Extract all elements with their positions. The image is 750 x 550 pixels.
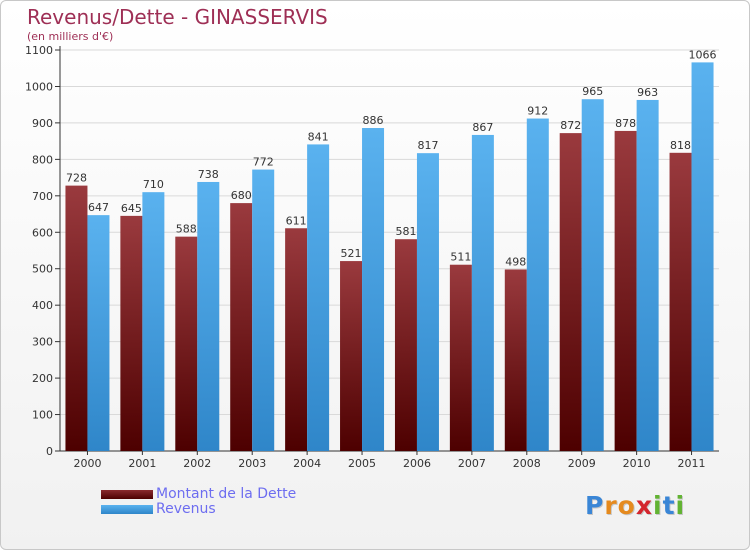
- data-label-revenue: 772: [253, 156, 274, 169]
- bar-debt: [230, 203, 253, 451]
- y-tick-label: 0: [46, 445, 53, 458]
- data-label-debt: 645: [121, 202, 142, 215]
- y-tick-label: 1100: [25, 44, 53, 57]
- bar-revenue: [307, 144, 330, 451]
- data-label-revenue: 912: [527, 105, 548, 118]
- y-tick-label: 800: [32, 153, 53, 166]
- data-label-debt: 818: [670, 139, 691, 152]
- x-tick-label: 2005: [348, 457, 376, 470]
- y-tick-label: 200: [32, 372, 53, 385]
- x-tick-label: 2011: [678, 457, 706, 470]
- logo-letter: r: [604, 491, 618, 520]
- y-tick-label: 700: [32, 190, 53, 203]
- data-label-revenue: 647: [88, 201, 109, 214]
- data-label-revenue: 1066: [689, 48, 717, 61]
- data-label-debt: 581: [395, 225, 416, 238]
- logo-letter: t: [662, 491, 676, 520]
- x-tick-label: 2004: [293, 457, 321, 470]
- bar-debt: [614, 130, 637, 452]
- logo-letter: x: [635, 491, 653, 520]
- data-label-revenue: 817: [417, 139, 438, 152]
- bar-debt: [559, 133, 582, 451]
- bar-revenue: [526, 118, 549, 451]
- proxiti-logo: Proxiti: [585, 491, 685, 520]
- data-label-debt: 872: [560, 119, 581, 132]
- data-label-revenue: 886: [363, 114, 384, 127]
- bar-revenue: [636, 99, 659, 452]
- bar-revenue: [416, 153, 439, 451]
- data-label-revenue: 867: [472, 121, 493, 134]
- bar-revenue: [581, 99, 604, 452]
- data-label-revenue: 963: [637, 86, 658, 99]
- bar-revenue: [362, 128, 385, 451]
- legend-label-debt: Montant de la Dette: [156, 486, 297, 502]
- y-tick-label: 100: [32, 409, 53, 422]
- data-label-debt: 588: [176, 223, 197, 236]
- data-label-debt: 728: [66, 172, 87, 185]
- legend-swatch-revenue: [101, 505, 153, 514]
- y-tick-label: 900: [32, 117, 53, 130]
- y-tick-label: 500: [32, 263, 53, 276]
- y-tick-label: 1000: [25, 80, 53, 93]
- x-tick-label: 2000: [73, 457, 101, 470]
- x-tick-label: 2003: [238, 457, 266, 470]
- logo-letter: o: [617, 491, 636, 520]
- x-tick-label: 2007: [458, 457, 486, 470]
- data-label-debt: 878: [615, 117, 636, 130]
- bar-revenue: [197, 181, 220, 451]
- grid-lines: [60, 49, 719, 416]
- bar-revenue: [142, 192, 165, 451]
- data-label-debt: 511: [450, 251, 471, 264]
- data-label-revenue: 965: [582, 85, 603, 98]
- logo-letter: i: [653, 491, 663, 520]
- y-tick-label: 400: [32, 299, 53, 312]
- bar-debt: [669, 152, 692, 451]
- bar-debt: [340, 261, 363, 451]
- bar-debt: [449, 264, 472, 451]
- y-tick-label: 300: [32, 336, 53, 349]
- data-label-revenue: 841: [308, 130, 329, 143]
- bar-revenue: [252, 169, 275, 451]
- legend-label-revenue: Revenus: [156, 501, 216, 517]
- chart-subtitle: (en milliers d'€): [27, 30, 114, 43]
- x-tick-label: 2001: [128, 457, 156, 470]
- bar-debt: [504, 269, 527, 451]
- bar-debt: [120, 215, 143, 451]
- x-tick-label: 2006: [403, 457, 431, 470]
- data-label-debt: 680: [231, 189, 252, 202]
- bar-debt: [175, 236, 198, 451]
- y-tick-label: 600: [32, 226, 53, 239]
- data-label-debt: 498: [505, 255, 526, 268]
- data-label-revenue: 738: [198, 168, 219, 181]
- bar-revenue: [87, 215, 110, 451]
- bar-revenue: [691, 62, 714, 452]
- chart-title: Revenus/Dette - GINASSERVIS: [27, 5, 328, 29]
- bar-debt: [65, 185, 88, 452]
- data-label-debt: 611: [286, 214, 307, 227]
- axes: 0 100 200 300 400 500 600 700 800 900 1000 1100 2000…: [25, 44, 719, 470]
- bar-debt: [394, 239, 417, 451]
- bar-revenue: [471, 134, 494, 451]
- bar-debt: [285, 228, 308, 451]
- x-tick-label: 2009: [568, 457, 596, 470]
- x-tick-label: 2010: [623, 457, 651, 470]
- data-label-revenue: 710: [143, 178, 164, 191]
- x-tick-label: 2002: [183, 457, 211, 470]
- legend-swatch-debt: [101, 490, 153, 499]
- logo-letter: P: [585, 491, 605, 520]
- data-label-debt: 521: [341, 247, 362, 260]
- logo-letter: i: [675, 491, 686, 520]
- x-tick-label: 2008: [513, 457, 541, 470]
- bars: [65, 62, 714, 452]
